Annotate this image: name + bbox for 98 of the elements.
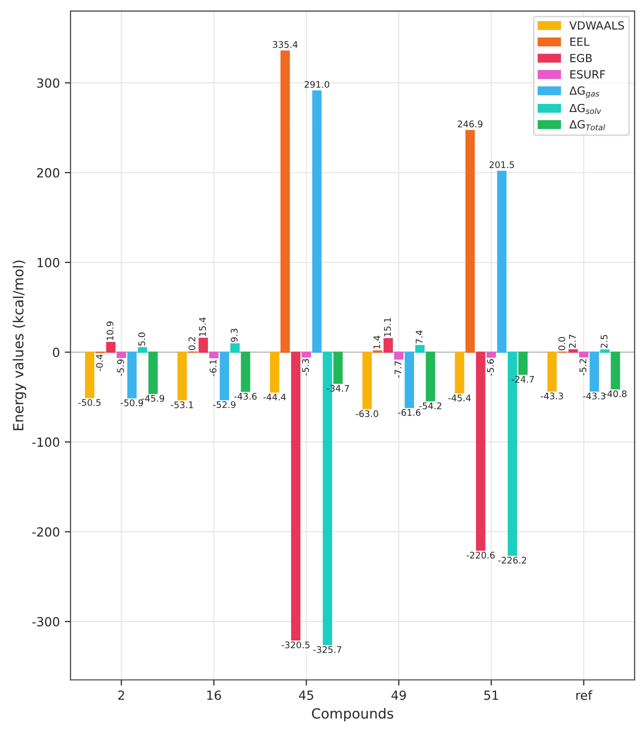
y-tick-label: 0 <box>52 348 60 358</box>
bar <box>579 352 588 358</box>
x-tick-label: 2 <box>118 690 124 700</box>
bar <box>230 343 240 353</box>
data-label: 0.2 <box>188 337 196 350</box>
bar <box>497 170 507 353</box>
data-label: -6.1 <box>210 360 216 376</box>
data-label: -43.6 <box>234 392 257 400</box>
legend-label: ΔG$_{Total}$ <box>569 120 606 130</box>
data-label: -61.6 <box>398 409 420 416</box>
bar <box>404 352 414 408</box>
y-tick-label: -100 <box>32 437 60 447</box>
data-label: -63.0 <box>356 410 378 418</box>
bar <box>454 352 464 394</box>
data-label: 335.4 <box>272 41 298 48</box>
data-label: 5.0 <box>138 332 146 346</box>
data-label: -43.3 <box>583 392 606 400</box>
data-label: -52.9 <box>213 401 236 408</box>
data-label: 2.5 <box>600 334 608 348</box>
y-tick-label: 200 <box>37 168 60 178</box>
x-tick-label: 16 <box>207 690 222 700</box>
data-label: -325.7 <box>313 646 342 653</box>
bar <box>590 352 599 392</box>
legend-label: VDWAALS <box>569 21 624 30</box>
data-label: 9.3 <box>230 328 238 342</box>
bar <box>291 352 300 640</box>
data-label: -45.9 <box>142 394 164 402</box>
bar <box>280 50 290 353</box>
data-label: -320.5 <box>282 641 310 648</box>
bar <box>240 352 250 392</box>
bar <box>333 352 343 384</box>
data-label: 7.4 <box>416 330 422 344</box>
bar <box>518 352 528 375</box>
bar <box>127 352 137 398</box>
bar <box>476 352 486 551</box>
bar <box>302 352 311 358</box>
data-label: 15.1 <box>384 318 391 336</box>
data-label: 246.9 <box>458 120 482 128</box>
bar <box>138 347 148 353</box>
bar <box>600 349 610 353</box>
x-tick-label: 51 <box>484 690 498 700</box>
data-label: 2.7 <box>568 334 576 348</box>
data-label: -5.6 <box>487 359 494 376</box>
data-label: -220.6 <box>466 552 495 559</box>
bar <box>465 130 475 353</box>
legend-label: ΔG$_{solv}$ <box>569 104 602 114</box>
bar <box>362 352 372 410</box>
bar <box>426 352 436 402</box>
bar <box>270 352 280 393</box>
bar <box>209 352 219 358</box>
data-label: 0.0 <box>558 337 566 350</box>
x-tick-label: ref <box>576 690 592 700</box>
bar <box>220 352 230 400</box>
data-label: -44.4 <box>263 394 286 400</box>
data-label: -50.5 <box>78 399 101 406</box>
data-label: 291.0 <box>304 80 330 88</box>
x-axis-title: Compounds <box>312 708 394 722</box>
data-label: 15.4 <box>199 317 206 336</box>
y-axis-title: Energy values (kcal/mol) <box>12 260 26 430</box>
x-tick-label: 49 <box>391 690 406 700</box>
legend-label: EEL <box>570 38 590 46</box>
bar <box>384 338 393 353</box>
y-tick-label: 300 <box>37 78 60 88</box>
bar <box>177 352 187 400</box>
data-label: -50.9 <box>120 399 143 406</box>
bar <box>486 352 496 358</box>
bar <box>568 349 578 353</box>
data-label: -5.3 <box>302 359 309 376</box>
bar <box>547 352 557 392</box>
data-label: -226.2 <box>498 556 526 564</box>
data-label: -45.4 <box>448 394 471 402</box>
data-label: -0.4 <box>96 354 103 372</box>
y-tick-label: -200 <box>32 527 60 537</box>
x-tick-label: 45 <box>298 690 314 700</box>
bar <box>84 352 94 398</box>
data-label: -54.2 <box>419 402 442 410</box>
data-label: -53.1 <box>170 401 193 408</box>
bar <box>148 352 158 394</box>
y-tick-label: 100 <box>38 258 60 268</box>
data-label: -40.8 <box>604 390 626 398</box>
data-label: -7.7 <box>394 361 402 378</box>
bar <box>116 352 126 358</box>
bar <box>198 338 208 353</box>
bar <box>394 352 404 360</box>
data-label: -43.3 <box>540 392 563 400</box>
data-label: 10.9 <box>106 322 114 340</box>
legend-label: ΔG$_{gas}$ <box>569 86 600 98</box>
data-label: -5.9 <box>117 360 124 376</box>
y-tick-label: -300 <box>32 616 60 626</box>
data-label: 1.4 <box>374 336 380 349</box>
data-label: 201.5 <box>490 161 514 168</box>
data-label: -5.2 <box>580 359 586 376</box>
legend-label: EGB <box>570 54 592 62</box>
bar <box>415 344 425 353</box>
bar <box>106 342 116 353</box>
bar <box>312 90 322 353</box>
bar <box>610 352 620 390</box>
legend-label: ESURF <box>570 70 605 79</box>
